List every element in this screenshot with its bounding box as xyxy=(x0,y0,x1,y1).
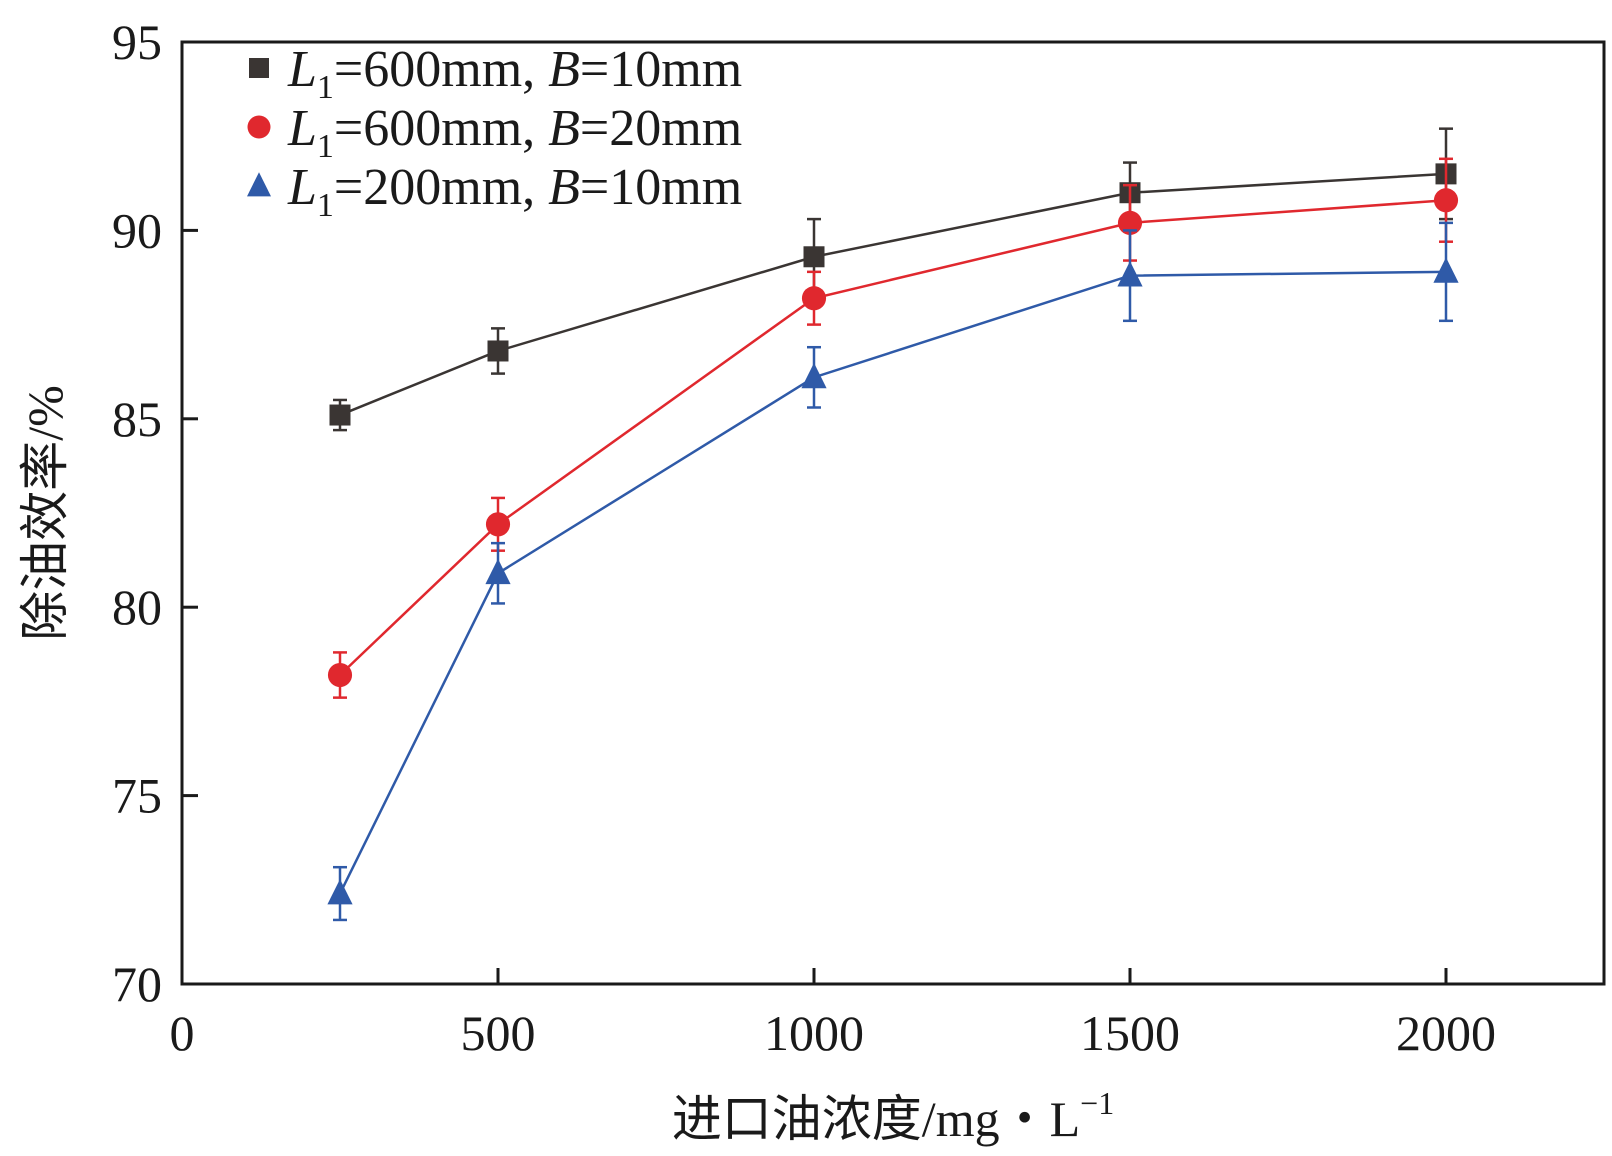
y-tick-label: 95 xyxy=(112,14,162,70)
x-tick-label: 500 xyxy=(461,1005,536,1061)
y-tick-label: 85 xyxy=(112,391,162,447)
x-tick-label: 1500 xyxy=(1080,1005,1180,1061)
legend-label: L1=200mm, B=10mm xyxy=(287,159,742,224)
legend-marker xyxy=(248,116,271,139)
y-tick-label: 70 xyxy=(112,956,162,1012)
y-tick-label: 75 xyxy=(112,768,162,824)
data-point xyxy=(802,286,826,310)
y-tick-label: 90 xyxy=(112,202,162,258)
data-point xyxy=(328,663,352,687)
y-tick-label: 80 xyxy=(112,579,162,635)
data-point xyxy=(1434,188,1458,212)
x-axis-label: 进口油浓度/mg・L−1 xyxy=(672,1085,1114,1147)
data-point xyxy=(488,340,509,361)
legend-marker xyxy=(249,58,269,78)
x-tick-label: 0 xyxy=(170,1005,195,1061)
legend-label: L1=600mm, B=20mm xyxy=(287,100,742,165)
x-tick-label: 1000 xyxy=(764,1005,864,1061)
x-tick-label: 2000 xyxy=(1396,1005,1496,1061)
data-point xyxy=(486,512,510,536)
y-axis-label: 除油效率/% xyxy=(17,385,73,641)
data-point xyxy=(330,405,351,426)
chart: 0 500 1000 1500 2000 70 75 80 85 90 95 L1=600mm, … xyxy=(0,0,1612,1156)
legend-label: L1=600mm, B=10mm xyxy=(287,41,742,106)
data-point xyxy=(804,246,825,267)
